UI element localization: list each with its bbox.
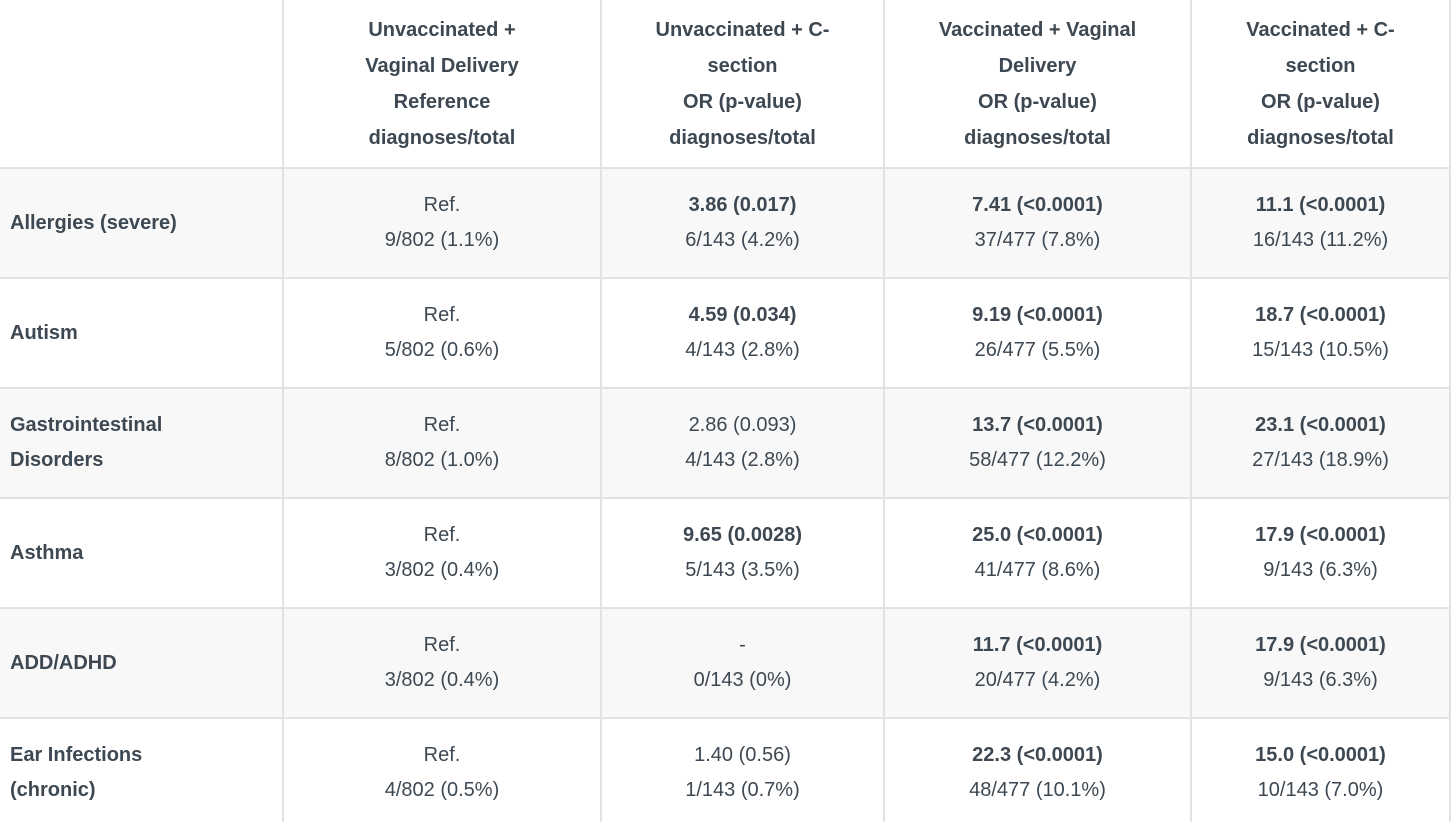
table-row-allergies: Allergies (severe) Ref. 9/802 (1.1%) 3.8… [0, 168, 1451, 279]
or-value: Ref. [423, 194, 461, 216]
or-value: 13.7 (<0.0001) [972, 414, 1103, 436]
count-value: 26/477 (5.5%) [974, 339, 1101, 361]
or-value: 23.1 (<0.0001) [1255, 414, 1386, 436]
or-value: 11.7 (<0.0001) [972, 634, 1103, 656]
count-value: 37/477 (7.8%) [974, 229, 1101, 251]
or-value: 17.9 (<0.0001) [1255, 634, 1386, 656]
or-value: Ref. [423, 304, 461, 326]
or-value: 17.9 (<0.0001) [1255, 524, 1386, 546]
count-value: 6/143 (4.2%) [685, 229, 800, 251]
count-value: 9/143 (6.3%) [1263, 669, 1378, 691]
count-value: 58/477 (12.2%) [969, 449, 1106, 471]
count-value: 10/143 (7.0%) [1257, 779, 1384, 801]
or-value: 22.3 (<0.0001) [972, 744, 1103, 766]
data-cell: Ref. 3/802 (0.4%) [283, 608, 602, 719]
data-cell: 17.9 (<0.0001) 9/143 (6.3%) [1191, 498, 1451, 609]
count-value: 15/143 (10.5%) [1252, 339, 1389, 361]
table-row-autism: Autism Ref. 5/802 (0.6%) 4.59 (0.034) 4/… [0, 278, 1451, 389]
count-value: 3/802 (0.4%) [384, 669, 500, 691]
count-value: 16/143 (11.2%) [1252, 229, 1389, 251]
data-cell: Ref. 3/802 (0.4%) [283, 498, 602, 609]
data-cell: Ref. 5/802 (0.6%) [283, 278, 602, 389]
column-header-vaccinated-vaginal: Vaccinated + Vaginal Delivery OR (p-valu… [884, 0, 1192, 169]
data-cell: 3.86 (0.017) 6/143 (4.2%) [601, 168, 885, 279]
data-cell: 15.0 (<0.0001) 10/143 (7.0%) [1191, 718, 1451, 822]
row-label: ADD/ADHD [0, 608, 284, 719]
data-cell: 9.19 (<0.0001) 26/477 (5.5%) [884, 278, 1192, 389]
data-cell: 25.0 (<0.0001) 41/477 (8.6%) [884, 498, 1192, 609]
data-cell: - 0/143 (0%) [601, 608, 885, 719]
or-value: 3.86 (0.017) [688, 194, 797, 216]
data-cell: 11.7 (<0.0001) 20/477 (4.2%) [884, 608, 1192, 719]
row-label: Autism [0, 278, 284, 389]
or-value: 25.0 (<0.0001) [972, 524, 1103, 546]
row-label: Allergies (severe) [0, 168, 284, 279]
or-value: 1.40 (0.56) [694, 744, 791, 766]
data-cell: 11.1 (<0.0001) 16/143 (11.2%) [1191, 168, 1451, 279]
data-cell: Ref. 9/802 (1.1%) [283, 168, 602, 279]
or-value: 2.86 (0.093) [688, 414, 797, 436]
table-row-add-adhd: ADD/ADHD Ref. 3/802 (0.4%) - 0/143 (0%) … [0, 608, 1451, 719]
column-header-unvaccinated-vaginal: Unvaccinated + Vaginal Delivery Referenc… [283, 0, 602, 169]
count-value: 0/143 (0%) [693, 669, 792, 691]
count-value: 8/802 (1.0%) [384, 449, 500, 471]
data-cell: 13.7 (<0.0001) 58/477 (12.2%) [884, 388, 1192, 499]
count-value: 20/477 (4.2%) [974, 669, 1101, 691]
count-value: 9/143 (6.3%) [1263, 559, 1378, 581]
or-value: 4.59 (0.034) [688, 304, 797, 326]
or-value: 9.19 (<0.0001) [972, 304, 1103, 326]
corner-header-cell [0, 0, 284, 169]
count-value: 5/802 (0.6%) [384, 339, 500, 361]
or-value: 18.7 (<0.0001) [1255, 304, 1386, 326]
count-value: 3/802 (0.4%) [384, 559, 500, 581]
column-header-vaccinated-csection: Vaccinated + C- section OR (p-value) dia… [1191, 0, 1451, 169]
data-cell: 1.40 (0.56) 1/143 (0.7%) [601, 718, 885, 822]
data-cell: Ref. 4/802 (0.5%) [283, 718, 602, 822]
data-cell: 2.86 (0.093) 4/143 (2.8%) [601, 388, 885, 499]
count-value: 4/143 (2.8%) [685, 339, 800, 361]
or-value: 9.65 (0.0028) [683, 524, 802, 546]
count-value: 4/802 (0.5%) [384, 779, 500, 801]
data-cell: 18.7 (<0.0001) 15/143 (10.5%) [1191, 278, 1451, 389]
count-value: 9/802 (1.1%) [384, 229, 500, 251]
data-cell: 7.41 (<0.0001) 37/477 (7.8%) [884, 168, 1192, 279]
table-row-asthma: Asthma Ref. 3/802 (0.4%) 9.65 (0.0028) 5… [0, 498, 1451, 609]
or-value: Ref. [423, 414, 461, 436]
data-cell: 4.59 (0.034) 4/143 (2.8%) [601, 278, 885, 389]
row-label: Ear Infections (chronic) [0, 718, 284, 822]
column-header-unvaccinated-csection: Unvaccinated + C- section OR (p-value) d… [601, 0, 885, 169]
or-value: 11.1 (<0.0001) [1255, 194, 1386, 216]
count-value: 4/143 (2.8%) [685, 449, 800, 471]
count-value: 27/143 (18.9%) [1252, 449, 1389, 471]
table-row-gastrointestinal: Gastrointestinal Disorders Ref. 8/802 (1… [0, 388, 1451, 499]
count-value: 5/143 (3.5%) [685, 559, 800, 581]
or-value: 7.41 (<0.0001) [972, 194, 1103, 216]
or-value: - [739, 634, 746, 656]
data-cell: 23.1 (<0.0001) 27/143 (18.9%) [1191, 388, 1451, 499]
row-label: Gastrointestinal Disorders [0, 388, 284, 499]
or-value: Ref. [423, 634, 461, 656]
data-cell: 17.9 (<0.0001) 9/143 (6.3%) [1191, 608, 1451, 719]
data-cell: Ref. 8/802 (1.0%) [283, 388, 602, 499]
or-value: Ref. [423, 524, 461, 546]
data-cell: 22.3 (<0.0001) 48/477 (10.1%) [884, 718, 1192, 822]
count-value: 1/143 (0.7%) [685, 779, 800, 801]
header-row: Unvaccinated + Vaginal Delivery Referenc… [0, 0, 1451, 169]
or-value: 15.0 (<0.0001) [1255, 744, 1386, 766]
row-label: Asthma [0, 498, 284, 609]
count-value: 48/477 (10.1%) [969, 779, 1106, 801]
data-cell: 9.65 (0.0028) 5/143 (3.5%) [601, 498, 885, 609]
count-value: 41/477 (8.6%) [974, 559, 1101, 581]
table-row-ear-infections: Ear Infections (chronic) Ref. 4/802 (0.5… [0, 718, 1451, 822]
or-value: Ref. [423, 744, 461, 766]
